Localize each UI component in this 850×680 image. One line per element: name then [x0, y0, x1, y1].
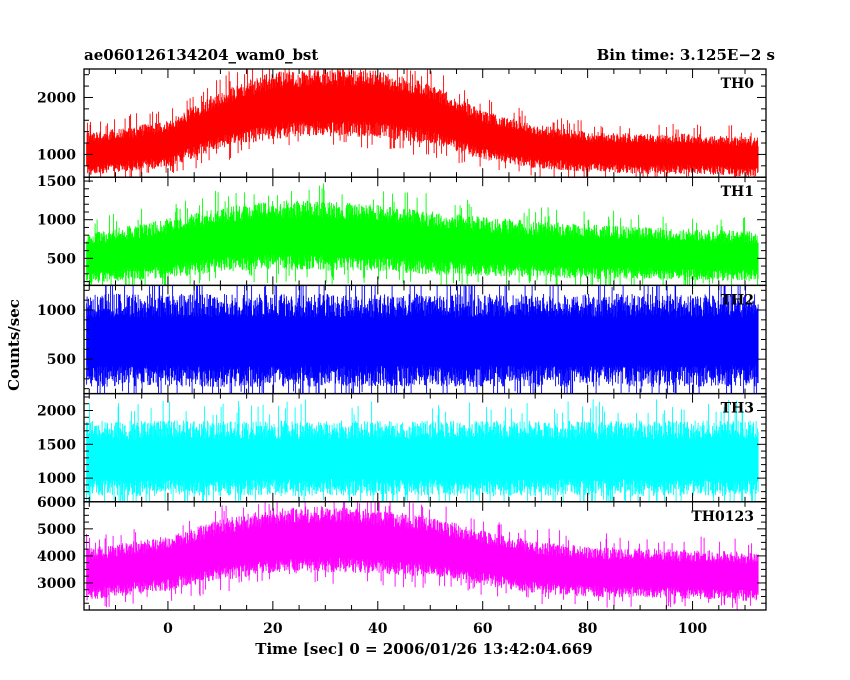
panel-label-th0123: TH0123 [691, 509, 754, 525]
y-tick-label: 2000 [37, 404, 76, 420]
y-tick-label: 6000 [37, 495, 76, 511]
header-left-label: ae060126134204_wam0_bst [84, 46, 318, 64]
y-tick-label: 1000 [37, 471, 76, 487]
header-right-label: Bin time: 3.125E−2 s [597, 46, 775, 64]
panel-th1: 500 1000 1500 TH1 [37, 174, 767, 287]
panel-th0123: 3000 4000 5000 6000 TH0123 [37, 495, 767, 611]
y-tick-label: 1500 [37, 174, 76, 190]
series-th0123 [86, 501, 759, 610]
y-tick-label: 4000 [37, 549, 76, 565]
series-th3 [86, 399, 759, 502]
x-tick-label: 40 [368, 621, 388, 637]
x-axis: 0 20 40 60 80 100 [163, 621, 707, 637]
panel-label-th3: TH3 [721, 401, 754, 417]
x-tick-label: 20 [263, 621, 283, 637]
y-axis-title: Counts/sec [5, 299, 23, 391]
panel-label-th2: TH2 [721, 292, 754, 308]
panels-group: 10002000TH050010001500TH15001000TH210001… [37, 68, 767, 611]
x-tick-label: 0 [163, 621, 173, 637]
panel-label-th0: TH0 [721, 76, 755, 92]
series-th1 [86, 183, 759, 286]
x-tick-label: 80 [578, 621, 598, 637]
panel-label-th1: TH1 [721, 184, 754, 200]
series-th2 [86, 285, 759, 394]
panel-th3: 1000 1500 2000 TH3 [37, 392, 767, 503]
y-tick-label: 500 [47, 352, 76, 368]
y-tick-label: 1000 [37, 213, 76, 229]
y-tick-label: 500 [47, 251, 76, 267]
x-axis-title: Time [sec] 0 = 2006/01/26 13:42:04.669 [255, 640, 592, 658]
y-tick-label: 5000 [37, 522, 76, 538]
y-tick-label: 2000 [37, 90, 76, 106]
panel-th2: 500 1000 TH2 [37, 284, 767, 395]
x-tick-label: 60 [473, 621, 493, 637]
y-tick-label: 3000 [37, 576, 76, 592]
y-tick-label: 1000 [37, 303, 76, 319]
x-tick-label: 100 [678, 621, 707, 637]
y-tick-label: 1500 [37, 437, 76, 453]
series-th0 [86, 69, 759, 178]
panel-th0: 1000 2000 TH0 [37, 68, 767, 178]
y-tick-label: 1000 [37, 147, 76, 163]
